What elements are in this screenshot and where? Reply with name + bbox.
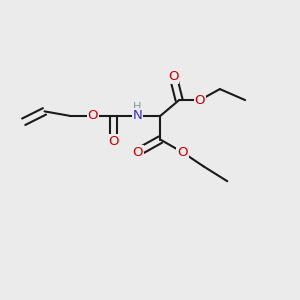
Text: H: H — [133, 102, 142, 112]
Text: N: N — [133, 109, 142, 122]
Text: O: O — [168, 70, 178, 83]
Text: O: O — [88, 109, 98, 122]
Text: O: O — [109, 135, 119, 148]
Text: O: O — [177, 146, 188, 159]
Text: O: O — [195, 94, 205, 106]
Text: O: O — [132, 146, 143, 159]
